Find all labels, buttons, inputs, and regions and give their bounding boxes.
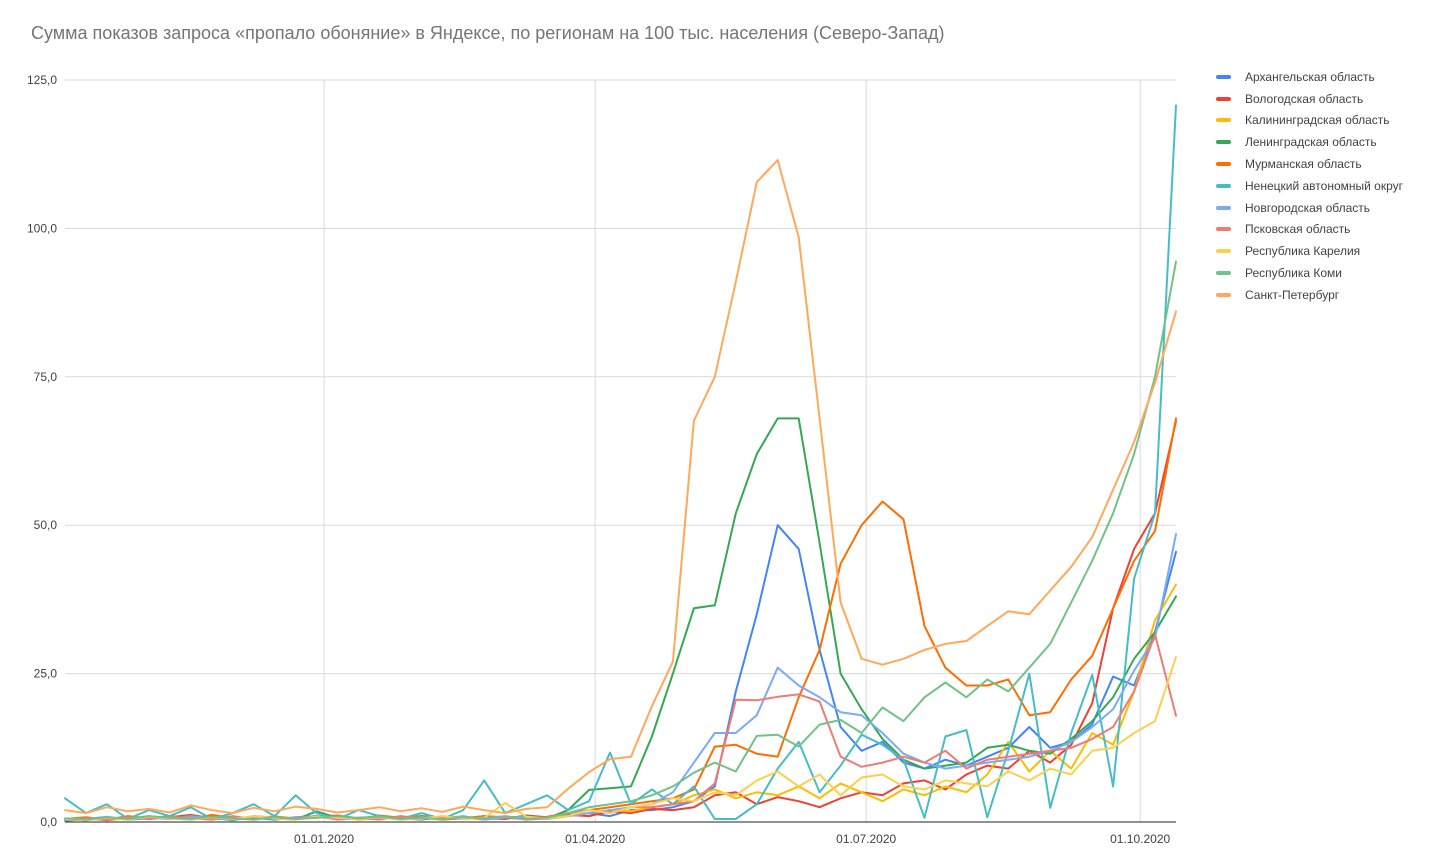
legend-item: Ленинградская область: [1216, 131, 1403, 153]
legend-swatch: [1216, 292, 1231, 297]
legend-label: Калининградская область: [1245, 113, 1390, 128]
legend-swatch: [1216, 162, 1231, 167]
legend-swatch: [1216, 227, 1231, 232]
series-line-8: [64, 656, 1177, 822]
legend-item: Мурманская область: [1216, 153, 1403, 175]
legend-swatch: [1216, 271, 1231, 276]
legend-label: Псковская область: [1245, 222, 1351, 237]
y-axis-tick-label: 75,0: [34, 370, 58, 384]
legend: Архангельская область Вологодская область…: [1216, 66, 1403, 306]
legend-item: Псковская область: [1216, 219, 1403, 241]
series-line-10: [64, 159, 1177, 815]
legend-item: Вологодская область: [1216, 88, 1403, 110]
series-line-5: [64, 104, 1177, 820]
legend-label: Санкт-Петербург: [1245, 287, 1340, 302]
x-axis-tick-label: 01.04.2020: [565, 832, 625, 846]
legend-item: Новгородская область: [1216, 197, 1403, 219]
y-axis-tick-label: 125,0: [27, 73, 57, 87]
legend-label: Новгородская область: [1245, 200, 1371, 215]
legend-label: Ненецкий автономный округ: [1245, 178, 1404, 193]
legend-label: Республика Карелия: [1245, 244, 1361, 259]
legend-label: Архангельская область: [1245, 69, 1375, 84]
legend-item: Калининградская область: [1216, 110, 1403, 132]
legend-label: Мурманская область: [1245, 157, 1362, 172]
y-axis-tick-label: 50,0: [34, 518, 58, 532]
x-axis-tick-label: 01.01.2020: [294, 832, 354, 846]
legend-swatch: [1216, 183, 1231, 188]
legend-label: Республика Коми: [1245, 266, 1342, 281]
legend-item: Санкт-Петербург: [1216, 284, 1403, 306]
legend-label: Вологодская область: [1245, 91, 1364, 106]
legend-item: Ненецкий автономный округ: [1216, 175, 1403, 197]
series-line-2: [64, 583, 1177, 822]
x-axis-tick-label: 01.07.2020: [836, 832, 896, 846]
legend-label: Ленинградская область: [1245, 135, 1377, 150]
legend-swatch: [1216, 249, 1231, 254]
y-axis-tick-label: 25,0: [34, 667, 58, 681]
legend-swatch: [1216, 205, 1231, 210]
series-line-7: [64, 633, 1177, 822]
legend-item: Республика Карелия: [1216, 240, 1403, 262]
legend-item: Республика Коми: [1216, 262, 1403, 284]
y-axis-tick-label: 100,0: [27, 221, 57, 235]
legend-swatch: [1216, 96, 1231, 101]
legend-swatch: [1216, 140, 1231, 145]
y-axis-tick-label: 0,0: [40, 815, 57, 829]
series-line-9: [64, 260, 1177, 821]
x-axis-tick-label: 01.10.2020: [1110, 832, 1170, 846]
legend-swatch: [1216, 74, 1231, 79]
legend-swatch: [1216, 118, 1231, 123]
chart-title: Сумма показов запроса «пропало обоняние»…: [31, 23, 945, 43]
legend-item: Архангельская область: [1216, 66, 1403, 88]
